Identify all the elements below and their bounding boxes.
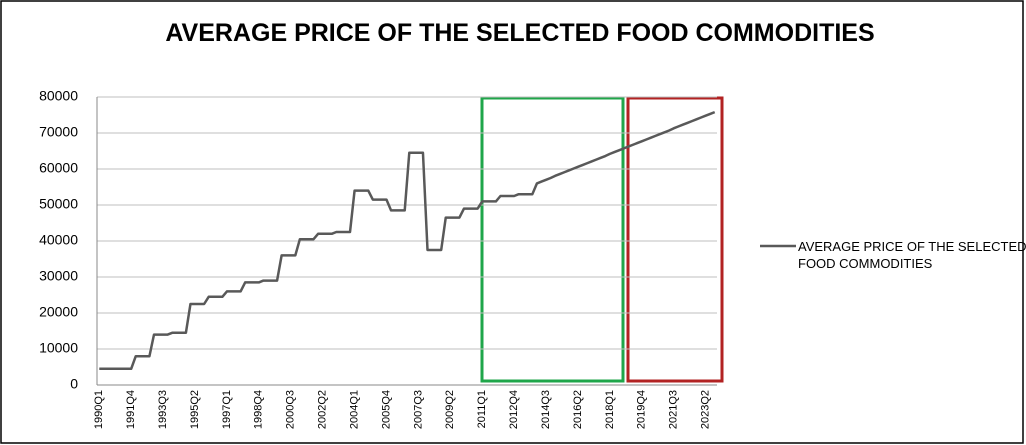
x-tick-label: 2002Q2 [317,390,329,429]
y-tick-label: 0 [70,376,78,392]
x-tick-label: 2023Q2 [700,390,712,429]
x-tick-label: 1997Q1 [221,390,233,429]
x-tick-label: 2009Q2 [444,390,456,429]
highlight-box [626,96,724,383]
legend-label: AVERAGE PRICE OF THE SELECTED FOOD COMMO… [798,239,1026,271]
x-tick-label: 1993Q3 [157,390,169,429]
x-tick-label: 2007Q3 [412,390,424,429]
highlight-box [480,96,625,383]
y-tick-label: 20000 [39,304,78,320]
y-tick-label: 30000 [39,268,78,284]
x-tick-label: 2019Q4 [636,390,648,429]
y-tick-label: 50000 [39,196,78,212]
chart-title: AVERAGE PRICE OF THE SELECTED FOOD COMMO… [165,19,875,47]
x-tick-label: 1998Q4 [253,390,265,429]
y-tick-label: 80000 [39,88,78,104]
x-tick-label: 1991Q4 [125,390,137,429]
x-tick-label: 2016Q2 [572,390,584,429]
y-tick-label: 70000 [39,124,78,140]
x-tick-label: 2021Q3 [668,390,680,429]
x-tick-label: 1995Q2 [189,390,201,429]
x-tick-label: 1990Q1 [93,390,105,429]
y-tick-label: 10000 [39,340,78,356]
line-series [99,110,716,371]
x-tick-label: 2014Q3 [540,390,552,429]
x-tick-label: 2018Q1 [604,390,616,429]
y-tick-label: 40000 [39,232,78,248]
x-tick-label: 2011Q1 [476,390,488,428]
x-tick-label: 2004Q1 [348,390,360,429]
x-tick-label: 2000Q3 [285,390,297,429]
x-tick-label: 2005Q4 [380,390,392,429]
x-tick-label: 2012Q4 [508,390,520,429]
y-tick-label: 60000 [39,160,78,176]
